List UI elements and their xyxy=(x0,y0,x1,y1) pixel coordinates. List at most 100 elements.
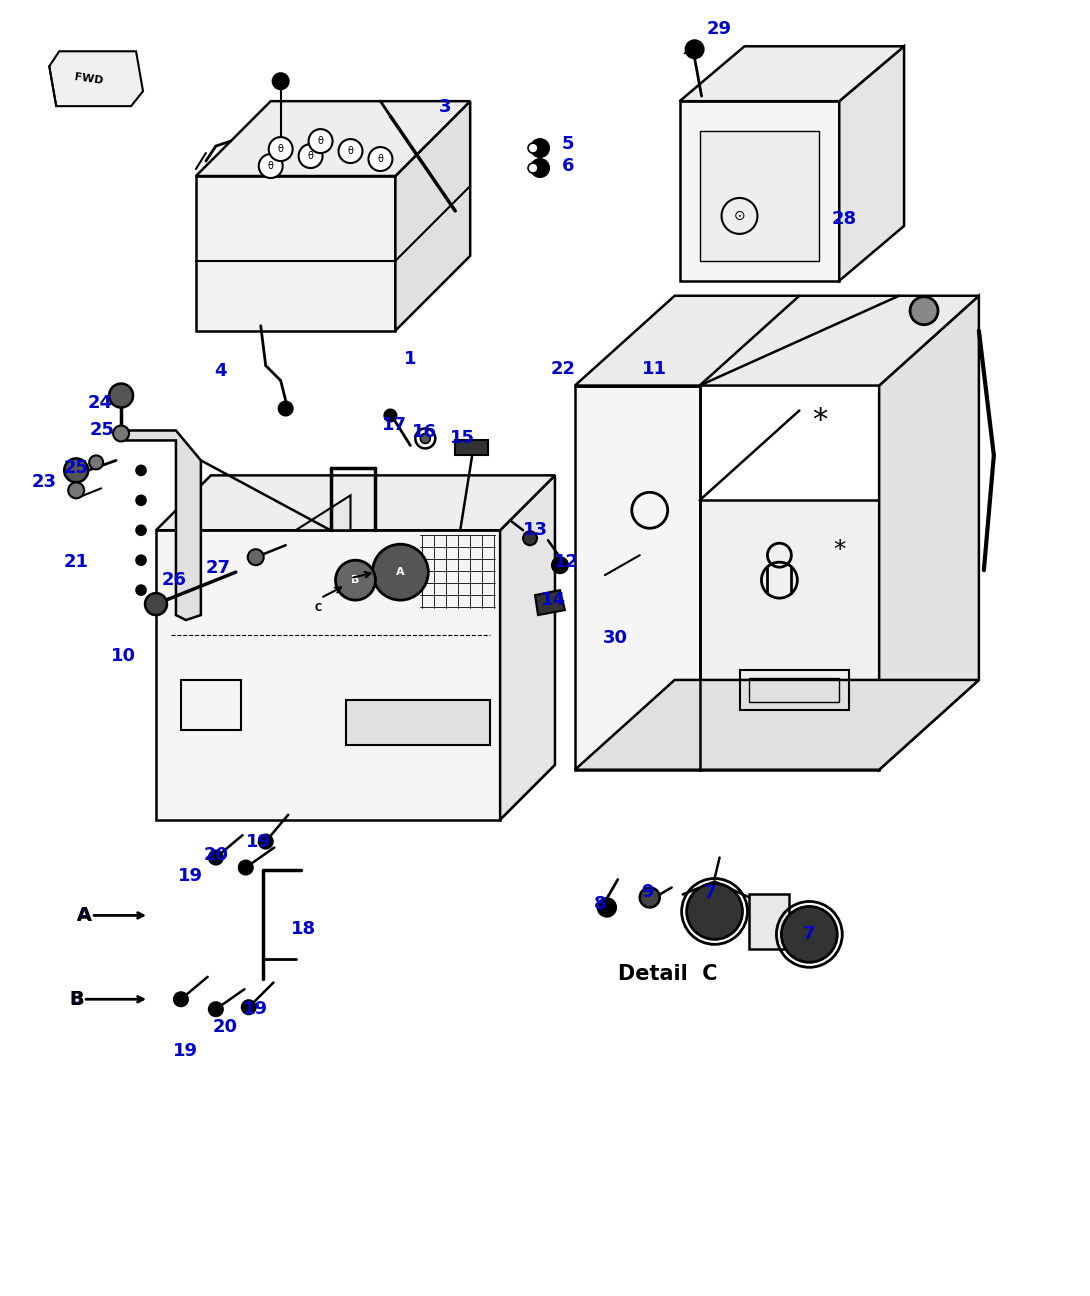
Ellipse shape xyxy=(109,384,133,407)
Ellipse shape xyxy=(421,433,431,443)
Text: 25: 25 xyxy=(63,459,88,477)
Polygon shape xyxy=(49,52,143,106)
Text: 30: 30 xyxy=(603,629,628,647)
Text: Detail  C: Detail C xyxy=(618,964,717,984)
Polygon shape xyxy=(680,47,904,101)
Text: FWD: FWD xyxy=(74,73,105,87)
Ellipse shape xyxy=(531,159,549,178)
Ellipse shape xyxy=(640,888,659,907)
Polygon shape xyxy=(574,295,979,386)
Ellipse shape xyxy=(782,906,837,963)
Ellipse shape xyxy=(910,297,938,325)
Ellipse shape xyxy=(552,557,568,573)
Ellipse shape xyxy=(272,74,289,89)
Polygon shape xyxy=(700,500,880,770)
Text: 19: 19 xyxy=(246,832,271,850)
Text: 14: 14 xyxy=(541,591,566,609)
Text: θ: θ xyxy=(377,154,384,165)
Text: A: A xyxy=(76,906,92,925)
Text: 13: 13 xyxy=(522,521,547,539)
Polygon shape xyxy=(156,476,555,530)
Text: B: B xyxy=(69,990,84,1008)
Text: θ: θ xyxy=(307,152,314,161)
Text: θ: θ xyxy=(317,136,324,146)
Text: 18: 18 xyxy=(291,920,316,938)
Ellipse shape xyxy=(368,146,392,171)
Text: 28: 28 xyxy=(832,210,857,228)
Text: 11: 11 xyxy=(642,359,667,377)
Ellipse shape xyxy=(597,898,616,916)
Text: 26: 26 xyxy=(161,572,186,590)
Polygon shape xyxy=(839,47,904,281)
Text: *: * xyxy=(833,538,846,562)
Text: B: B xyxy=(70,990,83,1008)
Polygon shape xyxy=(295,495,351,530)
Polygon shape xyxy=(750,894,789,950)
Ellipse shape xyxy=(136,525,146,535)
Text: 4: 4 xyxy=(215,362,227,380)
Ellipse shape xyxy=(209,850,222,864)
Text: 25: 25 xyxy=(89,421,114,439)
Ellipse shape xyxy=(258,835,272,849)
Polygon shape xyxy=(396,101,470,330)
Text: A: A xyxy=(396,568,404,577)
Ellipse shape xyxy=(373,544,428,600)
Ellipse shape xyxy=(528,163,538,174)
Polygon shape xyxy=(126,430,201,619)
Ellipse shape xyxy=(299,144,323,168)
Polygon shape xyxy=(156,530,500,819)
Ellipse shape xyxy=(64,459,88,482)
Text: 7: 7 xyxy=(803,925,815,943)
Ellipse shape xyxy=(209,1002,222,1016)
Polygon shape xyxy=(500,476,555,819)
Text: 6: 6 xyxy=(561,157,574,175)
Text: 17: 17 xyxy=(382,416,407,434)
Ellipse shape xyxy=(247,550,264,565)
Text: 3: 3 xyxy=(439,98,451,117)
Ellipse shape xyxy=(269,137,292,161)
Polygon shape xyxy=(700,131,820,260)
Ellipse shape xyxy=(339,139,363,163)
Text: 5: 5 xyxy=(561,135,574,153)
Text: 19: 19 xyxy=(243,1001,268,1019)
Ellipse shape xyxy=(242,1001,256,1015)
Ellipse shape xyxy=(136,465,146,476)
Text: 9: 9 xyxy=(642,884,654,902)
Ellipse shape xyxy=(239,861,253,875)
Ellipse shape xyxy=(136,495,146,505)
Ellipse shape xyxy=(523,531,537,546)
Polygon shape xyxy=(680,101,839,281)
Text: 12: 12 xyxy=(554,553,579,572)
Text: 19: 19 xyxy=(173,1042,198,1060)
Text: 24: 24 xyxy=(87,394,112,412)
Text: 19: 19 xyxy=(179,867,204,884)
Ellipse shape xyxy=(528,143,538,153)
Text: B: B xyxy=(351,575,360,586)
Text: 1: 1 xyxy=(404,350,416,368)
Ellipse shape xyxy=(687,884,742,940)
Polygon shape xyxy=(574,680,979,770)
Polygon shape xyxy=(456,441,488,455)
Ellipse shape xyxy=(69,482,84,499)
Polygon shape xyxy=(535,590,565,616)
Polygon shape xyxy=(346,700,490,745)
Text: A: A xyxy=(77,906,92,924)
Text: θ: θ xyxy=(278,144,283,154)
Text: ⊙: ⊙ xyxy=(734,209,746,223)
Ellipse shape xyxy=(145,594,167,616)
Text: 23: 23 xyxy=(32,473,57,491)
Ellipse shape xyxy=(279,402,292,416)
Text: 8: 8 xyxy=(594,896,606,914)
Polygon shape xyxy=(196,101,470,176)
Text: 21: 21 xyxy=(63,553,88,572)
Ellipse shape xyxy=(136,555,146,565)
Text: 27: 27 xyxy=(205,559,230,577)
Text: 20: 20 xyxy=(213,1019,238,1037)
Polygon shape xyxy=(156,765,555,819)
Polygon shape xyxy=(880,295,979,770)
Text: 22: 22 xyxy=(550,359,576,377)
Ellipse shape xyxy=(258,154,282,178)
Text: 16: 16 xyxy=(412,424,437,442)
Text: θ: θ xyxy=(348,146,353,156)
Ellipse shape xyxy=(174,993,187,1006)
